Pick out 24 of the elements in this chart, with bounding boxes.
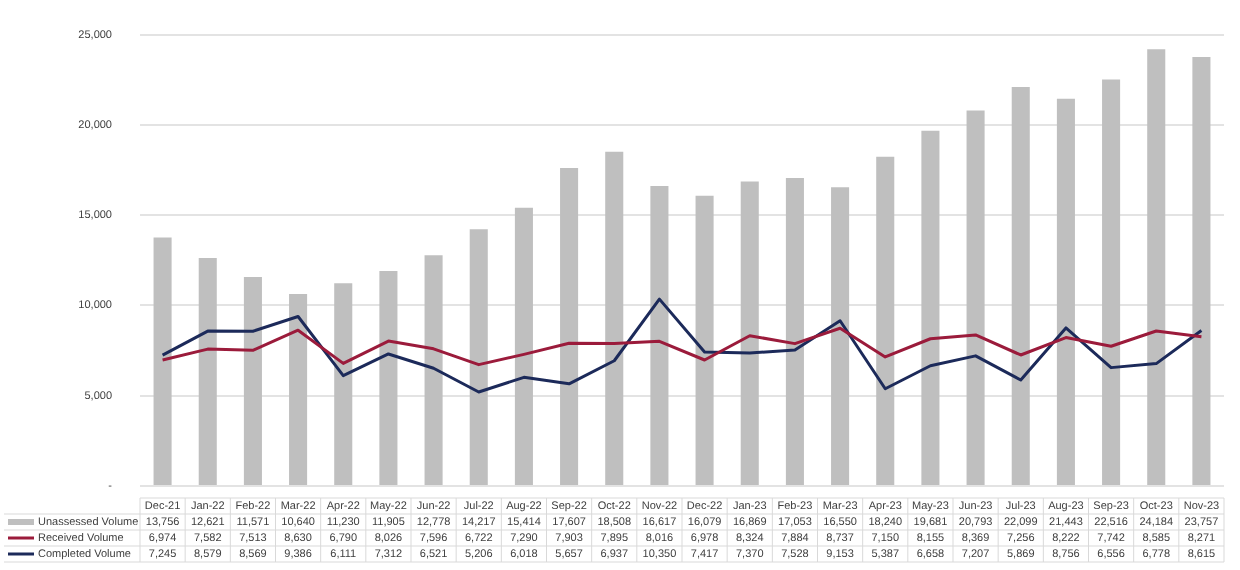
- bar: [514, 207, 533, 485]
- bar: [1192, 57, 1211, 485]
- bar: [785, 178, 804, 485]
- bar: [605, 151, 624, 485]
- bar: [289, 293, 308, 485]
- bar: [198, 258, 217, 485]
- bar: [966, 110, 985, 485]
- bar: [695, 195, 714, 485]
- bar: [243, 277, 262, 485]
- bar: [153, 237, 172, 485]
- bar: [921, 130, 940, 485]
- bar: [334, 283, 353, 485]
- bar: [1056, 98, 1075, 485]
- bar: [379, 271, 398, 485]
- bar: [1147, 49, 1166, 485]
- bar: [1102, 79, 1121, 485]
- bar: [424, 255, 443, 485]
- bar: [469, 229, 488, 485]
- bar: [740, 181, 759, 485]
- bar: [650, 185, 669, 485]
- bar: [876, 156, 895, 485]
- bar: [831, 187, 850, 485]
- bar: [560, 168, 579, 485]
- bar: [1011, 86, 1030, 485]
